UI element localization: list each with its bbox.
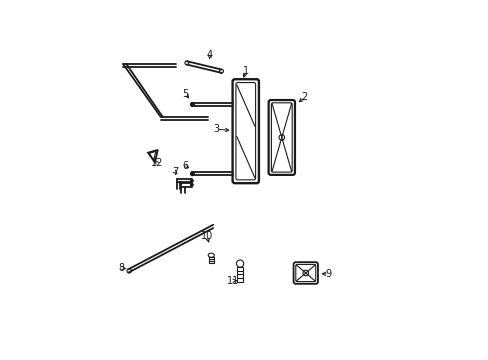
Text: 7: 7 [172,167,178,177]
Text: 4: 4 [206,50,212,60]
Bar [208,257,213,263]
Circle shape [190,172,194,176]
Text: 1: 1 [243,66,249,76]
Text: 9: 9 [325,269,331,279]
Bar [237,267,243,283]
Text: 8: 8 [118,263,124,273]
Text: 11: 11 [226,276,239,286]
Text: 5: 5 [182,89,188,99]
Text: 10: 10 [200,231,212,241]
Text: 2: 2 [301,92,307,102]
Circle shape [190,179,193,182]
Text: 12: 12 [150,158,163,168]
Circle shape [190,184,193,186]
Text: 3: 3 [212,124,219,134]
Circle shape [190,103,194,107]
Text: 6: 6 [183,161,188,171]
